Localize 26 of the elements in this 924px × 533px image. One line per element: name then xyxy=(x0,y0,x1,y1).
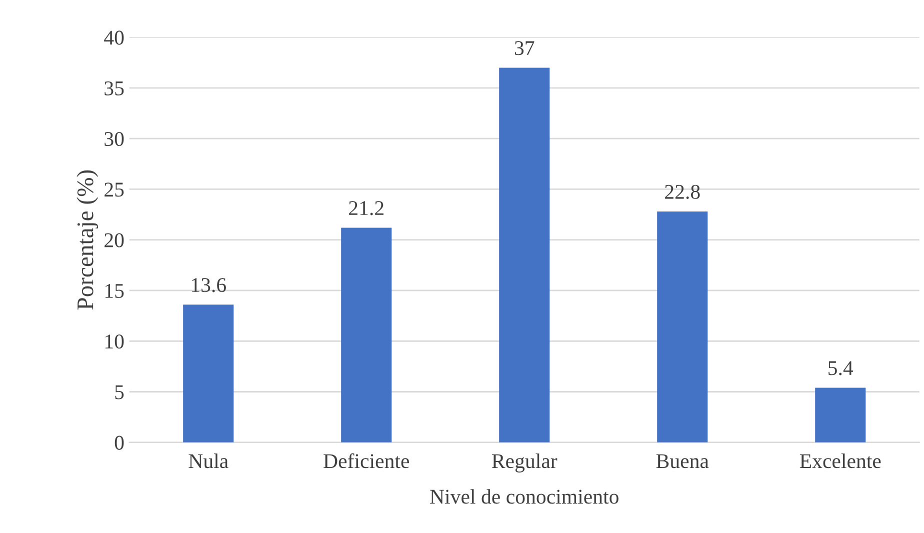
data-label: 22.8 xyxy=(665,184,700,200)
data-label: 37 xyxy=(514,41,534,56)
y-tick-label: 10 xyxy=(106,334,124,349)
y-tick-label: 25 xyxy=(104,182,124,197)
bar xyxy=(183,304,234,442)
data-label: 13.6 xyxy=(192,278,226,292)
data-label: 5.4 xyxy=(828,361,854,376)
x-axis-title: Nivel de conocimiento xyxy=(430,489,618,504)
y-axis-title: Porcentaje (%) xyxy=(76,170,98,310)
y-tick-label: 0 xyxy=(114,436,124,450)
y-tick-label: 40 xyxy=(104,30,124,45)
y-tick-label: 5 xyxy=(115,385,124,400)
bar xyxy=(815,388,866,442)
bar xyxy=(341,228,392,442)
x-tick-label: Buena xyxy=(656,454,709,468)
x-tick-label: Nula xyxy=(188,454,228,468)
x-tick-label: Deficiente xyxy=(324,453,410,468)
y-tick-label: 15 xyxy=(106,284,124,298)
x-tick-label: Excelente xyxy=(800,454,881,468)
bar xyxy=(499,68,550,442)
x-tick-label: Regular xyxy=(492,454,558,472)
y-tick-label: 30 xyxy=(104,132,124,146)
bar xyxy=(657,211,708,442)
y-tick-label: 20 xyxy=(104,233,124,248)
data-label: 21.2 xyxy=(349,201,384,216)
y-tick-label: 35 xyxy=(104,81,124,96)
